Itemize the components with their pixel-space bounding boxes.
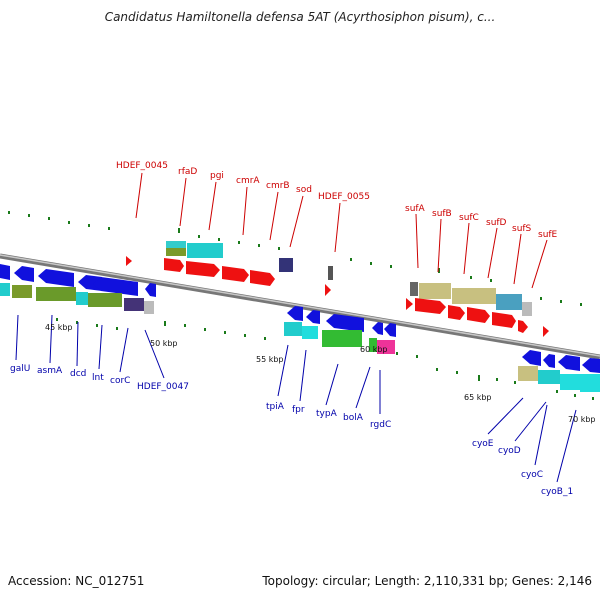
sufb-gene[interactable]: [415, 298, 446, 314]
gene-label-hdef-0047[interactable]: HDEF_0047: [137, 382, 189, 392]
gene-label-asma[interactable]: asmA: [37, 366, 63, 376]
backbone-highlight: [0, 254, 600, 357]
asma-annot: [12, 285, 32, 298]
scale-label-70kbp: 70 kbp: [568, 415, 596, 424]
hdef-0045-arrow[interactable]: [126, 256, 132, 266]
sufc-gene[interactable]: [448, 305, 465, 320]
gene-label-fpr[interactable]: fpr: [292, 405, 305, 415]
cyoe-annot: [518, 366, 538, 381]
sufd-gene[interactable]: [467, 307, 490, 323]
cyob-gene[interactable]: [582, 358, 600, 373]
corc-annot: [124, 298, 144, 311]
sufe-gene[interactable]: [518, 320, 528, 333]
gene-label-sufe[interactable]: sufE: [538, 230, 558, 240]
lnt-annot-2: [88, 293, 122, 307]
tick-dots-upper: [8, 211, 582, 306]
gene-label-rfad[interactable]: rfaD: [178, 167, 197, 177]
hdef-0055-arrow[interactable]: [325, 284, 331, 296]
sufe-annot: [522, 302, 532, 316]
tick-dots-lower: [56, 318, 594, 400]
gene-label-typa[interactable]: typA: [316, 409, 338, 419]
rgdc-annot: [377, 340, 395, 354]
asma-gene[interactable]: [14, 266, 34, 282]
lnt-annot-1: [76, 292, 88, 305]
gene-label-galu[interactable]: galU: [10, 364, 30, 374]
rfad-annot-bottom: [166, 248, 186, 256]
sufc-annot: [452, 288, 496, 304]
sod-annot: [279, 258, 293, 272]
scale-label-45kbp: 45 kbp: [45, 323, 73, 332]
bola-gene[interactable]: [372, 322, 383, 335]
forward-leader-lines: [135, 172, 548, 289]
gene-label-lnt[interactable]: lnt: [92, 373, 104, 383]
dcd-gene[interactable]: [38, 269, 74, 287]
scale-label-60kbp: 60 kbp: [360, 345, 388, 354]
bola-annot: [369, 338, 377, 352]
tpia-annot: [284, 322, 302, 336]
fpr-gene[interactable]: [306, 310, 320, 324]
typa-annot: [322, 330, 362, 347]
gene-label-bola[interactable]: bolA: [343, 413, 364, 423]
gene-label-corc[interactable]: corC: [110, 376, 130, 386]
cmrb-gene[interactable]: [250, 270, 275, 286]
gene-label-sod[interactable]: sod: [296, 185, 312, 195]
sufe-small-arrow[interactable]: [543, 326, 549, 337]
gene-label-pgi[interactable]: pgi: [210, 171, 224, 181]
pgi-gene[interactable]: [186, 261, 220, 277]
gene-label-cmrb[interactable]: cmrB: [266, 181, 290, 191]
lnt-gene[interactable]: [78, 275, 102, 291]
hdef-0047-gene[interactable]: [145, 283, 156, 297]
rfad-gene[interactable]: [164, 258, 184, 272]
scale-label-65kbp: 65 kbp: [464, 393, 492, 402]
gene-label-rgdc[interactable]: rgdC: [370, 420, 391, 430]
fpr-annot: [302, 326, 318, 339]
scale-label-50kbp: 50 kbp: [150, 339, 178, 348]
gene-label-dcd[interactable]: dcd: [70, 369, 86, 379]
sufs-gene[interactable]: [492, 312, 516, 328]
cyoc-gene[interactable]: [558, 355, 580, 371]
gene-label-sufs[interactable]: sufS: [512, 224, 532, 234]
cyoe-gene[interactable]: [522, 350, 541, 366]
sufa-gene[interactable]: [406, 298, 413, 310]
gene-label-cmra[interactable]: cmrA: [236, 176, 260, 186]
hdef-0047-annot: [144, 301, 154, 314]
galu-annot: [0, 283, 10, 296]
gene-label-cyoc[interactable]: cyoC: [521, 470, 543, 480]
galu-gene[interactable]: [0, 264, 10, 280]
accession-text: Accession: NC_012751: [8, 574, 145, 588]
gene-label-tpia[interactable]: tpiA: [266, 402, 285, 412]
pgi-annot: [187, 243, 223, 258]
scale-label-55kbp: 55 kbp: [256, 355, 284, 364]
gene-label-hdef-0045[interactable]: HDEF_0045: [116, 161, 168, 171]
gene-label-cyoe[interactable]: cyoE: [472, 439, 494, 449]
cyob-annot: [580, 378, 600, 392]
gene-label-sufd[interactable]: sufD: [486, 218, 507, 228]
tpia-gene[interactable]: [287, 306, 303, 321]
sufa-annot: [410, 282, 418, 296]
gene-label-sufc[interactable]: sufC: [459, 213, 479, 223]
corc-gene[interactable]: [93, 277, 138, 296]
rfad-annot-top: [166, 241, 186, 248]
cyod-gene[interactable]: [543, 354, 555, 368]
typa-gene[interactable]: [326, 314, 364, 332]
cyod-annot: [538, 370, 560, 384]
sod-annot-2: [328, 266, 333, 280]
reverse-leader-lines: [15, 314, 577, 483]
cmra-gene[interactable]: [222, 266, 249, 282]
rgdc-gene[interactable]: [384, 323, 396, 337]
gene-label-cyod[interactable]: cyoD: [498, 446, 521, 456]
dcd-annot: [36, 287, 76, 301]
gene-label-hdef-0055[interactable]: HDEF_0055: [318, 192, 370, 202]
gene-label-sufa[interactable]: sufA: [405, 204, 426, 214]
genome-summary-text: Topology: circular; Length: 2,110,331 bp…: [262, 574, 592, 588]
gene-label-sufb[interactable]: sufB: [432, 209, 452, 219]
sufb-annot: [419, 283, 451, 299]
sufd-annot: [496, 294, 522, 310]
backbone-line: [0, 253, 600, 360]
gene-label-cyob-1[interactable]: cyoB_1: [541, 487, 573, 497]
page-title: Candidatus Hamiltonella defensa 5AT (Acy…: [104, 10, 496, 24]
